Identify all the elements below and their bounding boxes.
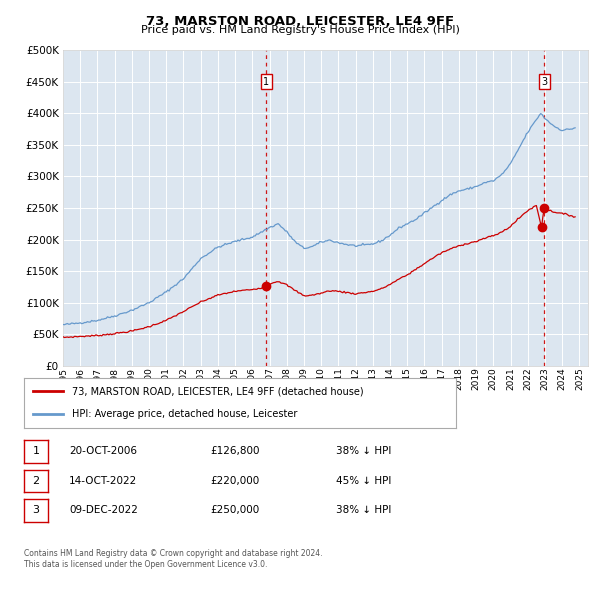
Text: £220,000: £220,000 [210, 476, 259, 486]
Text: 38% ↓ HPI: 38% ↓ HPI [336, 506, 391, 515]
Text: 73, MARSTON ROAD, LEICESTER, LE4 9FF (detached house): 73, MARSTON ROAD, LEICESTER, LE4 9FF (de… [71, 386, 363, 396]
Text: 45% ↓ HPI: 45% ↓ HPI [336, 476, 391, 486]
Text: 3: 3 [541, 77, 547, 87]
Text: £250,000: £250,000 [210, 506, 259, 515]
Text: 73, MARSTON ROAD, LEICESTER, LE4 9FF: 73, MARSTON ROAD, LEICESTER, LE4 9FF [146, 15, 454, 28]
Text: 20-OCT-2006: 20-OCT-2006 [69, 447, 137, 456]
Text: Contains HM Land Registry data © Crown copyright and database right 2024.: Contains HM Land Registry data © Crown c… [24, 549, 323, 558]
Text: 38% ↓ HPI: 38% ↓ HPI [336, 447, 391, 456]
Text: 1: 1 [263, 77, 269, 87]
Text: This data is licensed under the Open Government Licence v3.0.: This data is licensed under the Open Gov… [24, 560, 268, 569]
Text: 1: 1 [32, 447, 40, 456]
Text: £126,800: £126,800 [210, 447, 260, 456]
Text: 3: 3 [32, 506, 40, 515]
Text: HPI: Average price, detached house, Leicester: HPI: Average price, detached house, Leic… [71, 409, 297, 419]
Text: 09-DEC-2022: 09-DEC-2022 [69, 506, 138, 515]
Text: 2: 2 [32, 476, 40, 486]
Text: 14-OCT-2022: 14-OCT-2022 [69, 476, 137, 486]
Text: Price paid vs. HM Land Registry's House Price Index (HPI): Price paid vs. HM Land Registry's House … [140, 25, 460, 35]
